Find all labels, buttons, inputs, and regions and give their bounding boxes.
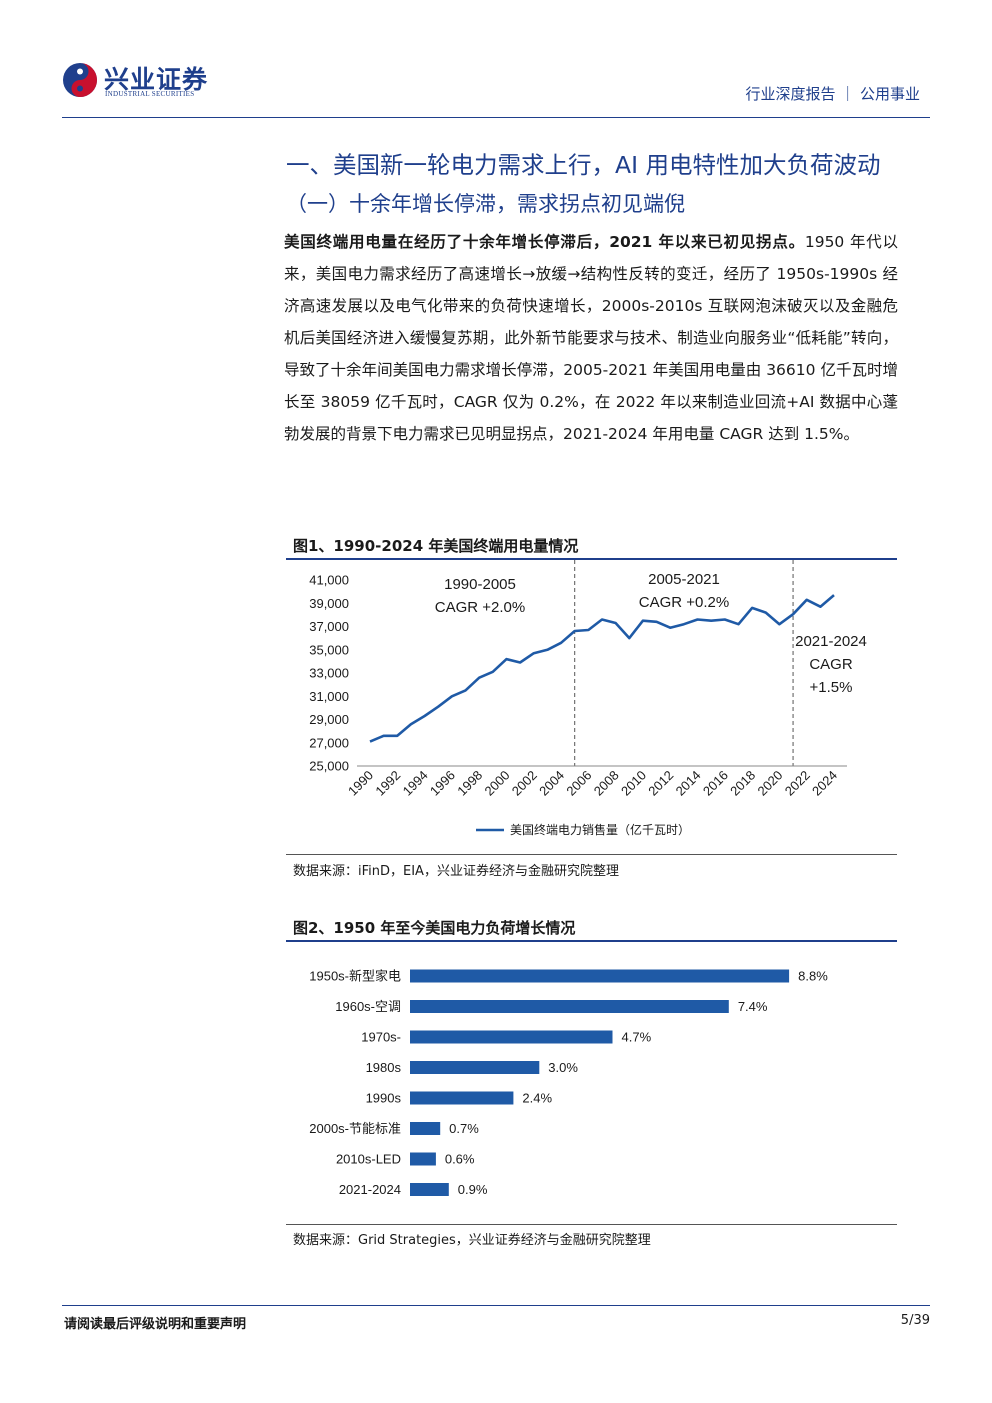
- x-tick-label: 2012: [645, 768, 676, 799]
- figure1-bottom-rule: [286, 854, 897, 855]
- bar-category-label: 1980s: [366, 1060, 402, 1075]
- annotation-2021-2024-cagr: +1.5%: [810, 679, 853, 696]
- bar-category-label: 2021-2024: [339, 1182, 401, 1197]
- bar-value-label: 0.6%: [445, 1152, 475, 1167]
- y-tick-label: 39,000: [309, 596, 349, 611]
- x-tick-label: 1990: [345, 768, 376, 799]
- bar-category-label: 2010s-LED: [336, 1152, 401, 1167]
- bar: [410, 1183, 449, 1196]
- x-tick-label: 1996: [427, 768, 458, 799]
- x-tick-label: 2020: [754, 768, 785, 799]
- bar: [410, 969, 790, 983]
- x-tick-label: 2002: [509, 768, 540, 799]
- x-tick-label: 2000: [482, 768, 513, 799]
- bar: [410, 1122, 441, 1135]
- x-tick-label: 2016: [700, 768, 731, 799]
- series-line-electricity-sales: [369, 594, 835, 743]
- y-tick-label: 37,000: [309, 619, 349, 634]
- figure1-source: 数据来源：iFinD，EIA，兴业证券经济与金融研究院整理: [293, 864, 619, 879]
- figure2-chart: 1950s-新型家电 8.8% 1960s-空调 7.4% 1970s- 4.7% 1980…: [309, 969, 828, 1198]
- bar-category-label: 1950s-新型家电: [309, 969, 401, 984]
- section-heading: 一、美国新一轮电力需求上行，AI 用电特性加大负荷波动: [286, 151, 881, 179]
- header-divider: [62, 117, 930, 118]
- x-tick-label: 2014: [673, 768, 704, 799]
- bar-value-label: 4.7%: [622, 1030, 652, 1045]
- y-tick-label: 33,000: [309, 666, 349, 681]
- figure1-chart: 41,000 39,000 37,000 35,000 33,000 31,000 29,0…: [309, 560, 867, 837]
- y-tick-label: 35,000: [309, 642, 349, 657]
- bar-value-label: 0.9%: [458, 1182, 488, 1197]
- annotation-2021-2024-label: CAGR: [809, 656, 853, 673]
- bar: [410, 1000, 729, 1013]
- bar: [410, 1091, 514, 1105]
- bar: [410, 1061, 540, 1074]
- bar: [410, 1152, 436, 1166]
- subsection-heading: （一）十余年增长停滞，需求拐点初见端倪: [286, 192, 685, 216]
- logo-subtitle: INDUSTRIAL SECURITIES: [105, 90, 195, 98]
- annotation-2021-2024-period: 2021-2024: [795, 633, 867, 650]
- annotation-2005-2021-period: 2005-2021: [648, 571, 720, 588]
- bar: [410, 1030, 613, 1044]
- bar-category-label: 1970s-: [361, 1030, 401, 1045]
- x-tick-label: 2018: [727, 768, 758, 799]
- y-tick-label: 27,000: [309, 735, 349, 750]
- figure1-title: 图1、1990-2024 年美国终端用电量情况: [293, 537, 579, 555]
- bar-value-label: 3.0%: [548, 1060, 578, 1075]
- x-tick-label: 2006: [563, 768, 594, 799]
- x-tick-label: 2010: [618, 768, 649, 799]
- x-tick-label: 2008: [591, 768, 622, 799]
- figure1-top-rule: [286, 558, 897, 560]
- paragraph-lead: 美国终端用电量在经历了十余年增长停滞后，2021 年以来已初见拐点。: [284, 233, 805, 251]
- annotation-2005-2021-cagr: CAGR +0.2%: [639, 594, 729, 611]
- y-tick-label: 41,000: [309, 573, 349, 588]
- bar-value-label: 8.8%: [798, 969, 828, 984]
- y-tick-label: 29,000: [309, 712, 349, 727]
- annotation-1990-2005-cagr: CAGR +2.0%: [435, 599, 525, 616]
- page-number: 5/39: [900, 1313, 930, 1328]
- x-tick-label: 2004: [536, 768, 567, 799]
- report-category: 行业深度报告 ｜ 公用事业: [745, 85, 920, 103]
- bar-value-label: 0.7%: [449, 1121, 479, 1136]
- logo-wordmark: 兴业证券: [104, 65, 209, 94]
- figure2-bottom-rule: [286, 1224, 897, 1225]
- body-paragraph: 美国终端用电量在经历了十余年增长停滞后，2021 年以来已初见拐点。1950 年…: [284, 226, 898, 450]
- logo-icon: [63, 63, 97, 97]
- legend-label: 美国终端电力销售量（亿千瓦时）: [510, 822, 690, 837]
- y-tick-label: 25,000: [309, 759, 349, 774]
- figure2-title: 图2、1950 年至今美国电力负荷增长情况: [293, 919, 576, 937]
- x-tick-label: 2024: [809, 768, 840, 799]
- footer-divider: [62, 1305, 930, 1306]
- annotation-1990-2005-period: 1990-2005: [444, 576, 516, 593]
- footer-disclaimer: 请阅读最后评级说明和重要声明: [64, 1317, 247, 1332]
- bar-value-label: 2.4%: [522, 1091, 552, 1106]
- bar-category-label: 1960s-空调: [335, 999, 401, 1014]
- bar-category-label: 1990s: [366, 1091, 402, 1106]
- y-tick-label: 31,000: [309, 689, 349, 704]
- bar-category-label: 2000s-节能标准: [309, 1121, 401, 1136]
- figure2-source: 数据来源：Grid Strategies，兴业证券经济与金融研究院整理: [293, 1233, 651, 1248]
- x-tick-label: 1994: [400, 768, 431, 799]
- paragraph-body: 1950 年代以来，美国电力需求经历了高速增长→放缓→结构性反转的变迁，经历了 …: [284, 233, 898, 443]
- x-tick-label: 1998: [454, 768, 485, 799]
- figure2-top-rule: [286, 940, 897, 942]
- x-tick-label: 1992: [372, 768, 403, 799]
- bar-value-label: 7.4%: [738, 999, 768, 1014]
- x-tick-label: 2022: [782, 768, 813, 799]
